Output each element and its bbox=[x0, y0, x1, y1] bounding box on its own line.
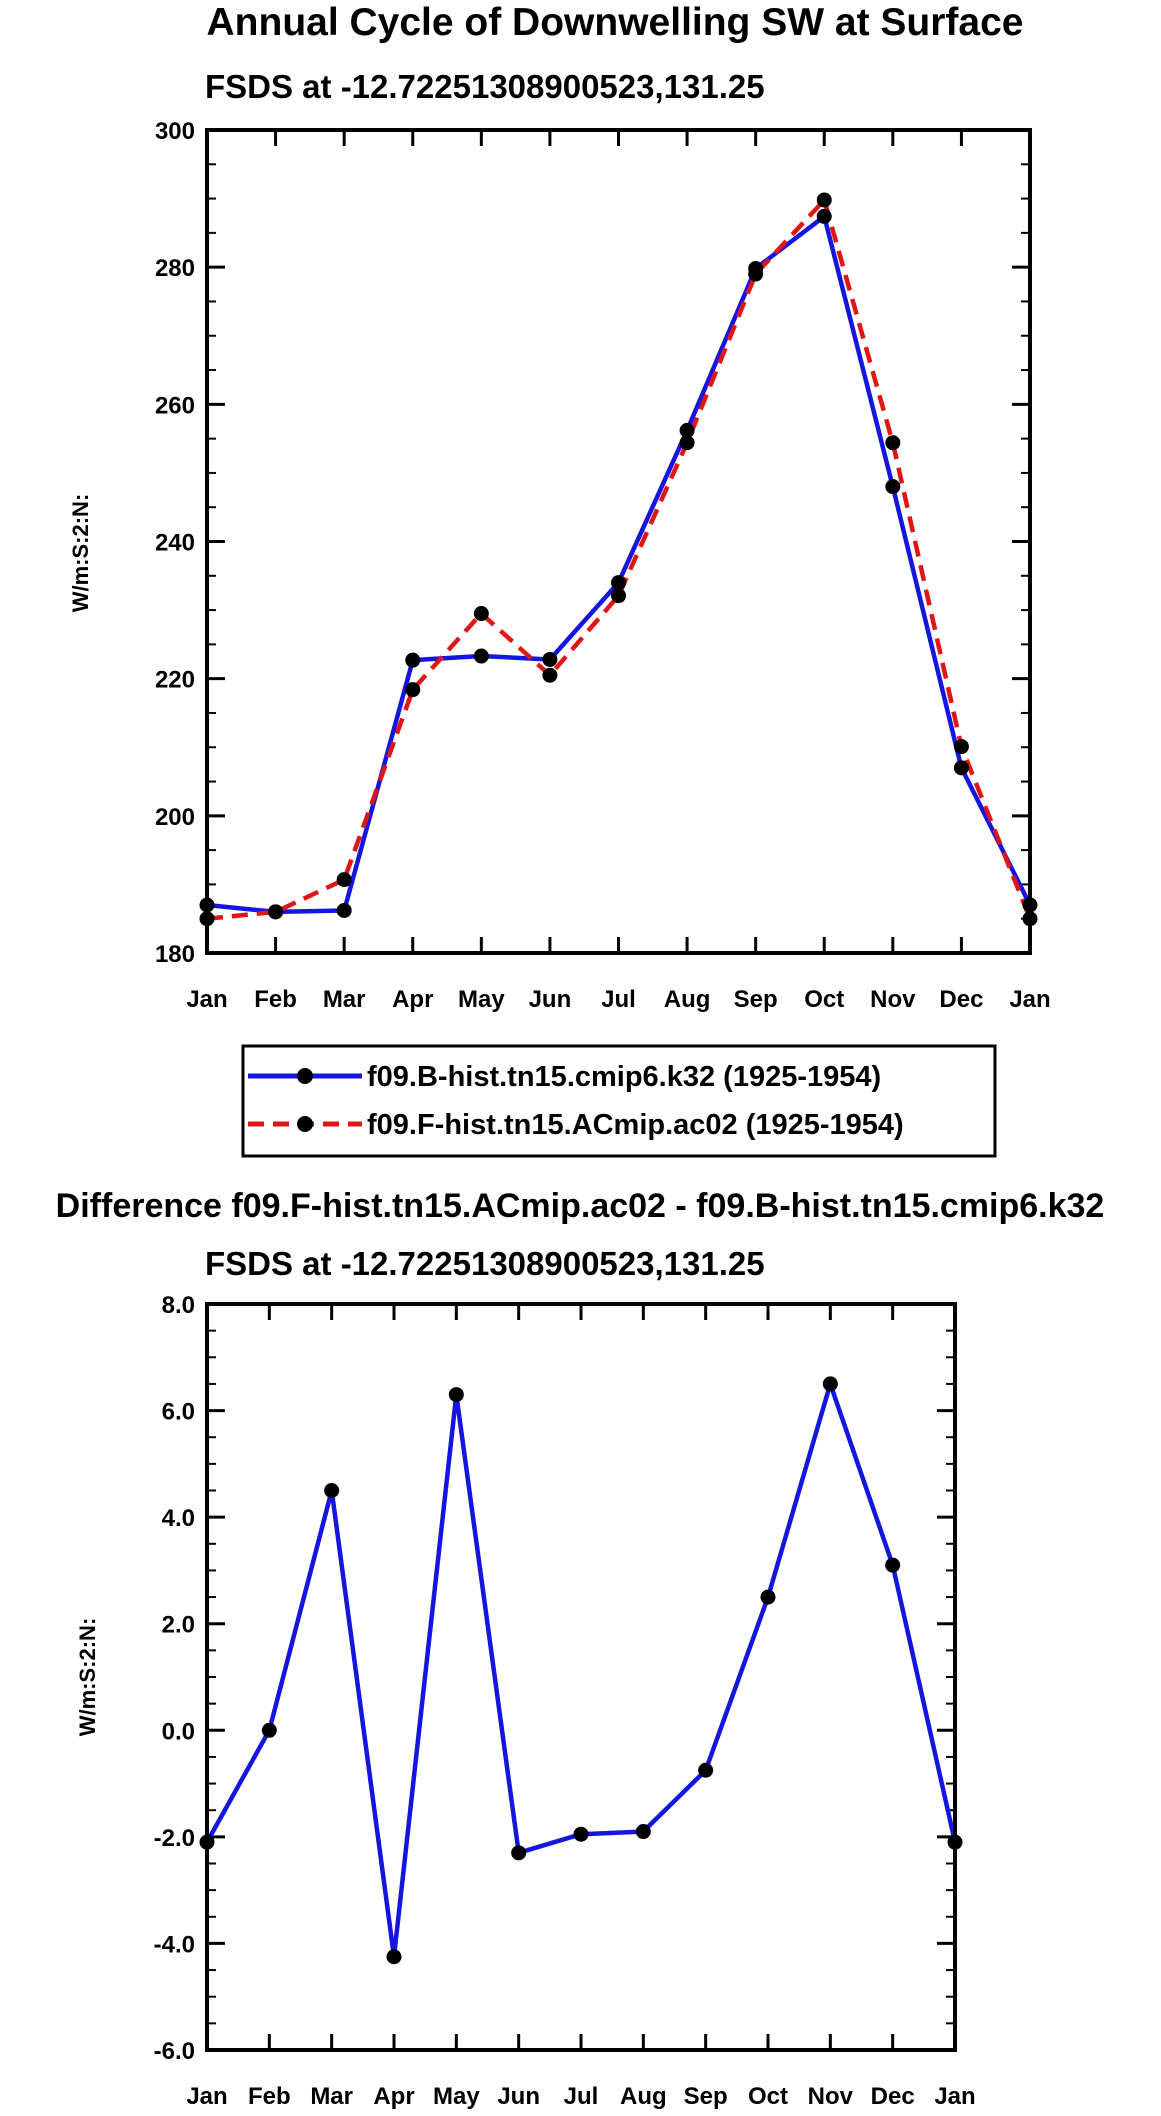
data-point-series-1 bbox=[885, 479, 901, 495]
chart2-plot-frame bbox=[205, 1302, 957, 2052]
data-point-series-1 bbox=[760, 1589, 776, 1605]
y-tick-label: 0.0 bbox=[162, 1718, 195, 1745]
x-tick-label: Nov bbox=[808, 2083, 854, 2110]
x-tick-label: Jun bbox=[497, 2083, 540, 2110]
y-tick-label: 300 bbox=[155, 118, 195, 145]
data-point-series-1 bbox=[386, 1949, 402, 1965]
legend-marker-series-2 bbox=[297, 1116, 313, 1132]
x-tick-label: Aug bbox=[664, 986, 711, 1013]
legend-label-series-1: f09.B-hist.tn15.cmip6.k32 (1925-1954) bbox=[367, 1061, 881, 1093]
series-line-1 bbox=[206, 214, 1033, 915]
x-tick-label: Jun bbox=[529, 986, 572, 1013]
x-tick-label: Dec bbox=[871, 2083, 915, 2110]
data-point-series-2 bbox=[336, 872, 352, 888]
x-tick-label: Jul bbox=[601, 986, 636, 1013]
data-point-series-1 bbox=[573, 1826, 589, 1842]
data-point-series-1 bbox=[679, 422, 695, 438]
series-line-1 bbox=[205, 1381, 958, 1960]
y-tick-label: 8.0 bbox=[162, 1292, 195, 1319]
y-tick-label: 260 bbox=[155, 392, 195, 419]
data-point-series-1 bbox=[336, 902, 352, 918]
data-point-series-1 bbox=[822, 1376, 838, 1392]
data-point-series-1 bbox=[473, 648, 489, 664]
x-tick-label: Nov bbox=[870, 986, 916, 1013]
x-tick-label: Jan bbox=[934, 2083, 975, 2110]
x-tick-label: Sep bbox=[734, 986, 778, 1013]
data-point-series-2 bbox=[268, 904, 284, 920]
legend-marker-series-1 bbox=[297, 1068, 313, 1084]
data-point-series-1 bbox=[324, 1483, 340, 1498]
data-point-series-2 bbox=[611, 588, 626, 604]
y-tick-label: 180 bbox=[155, 941, 195, 968]
y-tick-label: -6.0 bbox=[154, 2038, 195, 2065]
x-tick-label: Apr bbox=[392, 986, 433, 1013]
x-tick-label: May bbox=[458, 986, 505, 1013]
data-point-series-2 bbox=[473, 606, 489, 622]
x-tick-label: Aug bbox=[620, 2083, 667, 2110]
y-tick-label: 4.0 bbox=[162, 1505, 195, 1532]
chart1-legend: f09.B-hist.tn15.cmip6.k32 (1925-1954) f0… bbox=[241, 1044, 997, 1158]
data-point-series-2 bbox=[816, 192, 832, 208]
x-tick-label: Oct bbox=[804, 986, 844, 1013]
x-tick-label: Dec bbox=[939, 986, 983, 1013]
chart1-y-tick-labels: 180 200 220 240 260 280 300 bbox=[155, 118, 195, 968]
chart1-ylabel: W/m:S:2:N: bbox=[68, 494, 93, 613]
chart2-ylabel: W/m:S:2:N: bbox=[75, 1618, 100, 1737]
data-point-series-1 bbox=[885, 1557, 901, 1573]
data-point-series-1 bbox=[448, 1387, 464, 1403]
x-tick-label: Jan bbox=[186, 2083, 227, 2110]
data-point-series-1 bbox=[635, 1824, 651, 1840]
data-point-series-2 bbox=[953, 739, 969, 755]
chart2-series bbox=[199, 1376, 963, 1965]
chart2-y-tick-labels: -6.0 -4.0 -2.0 0.0 2.0 4.0 6.0 8.0 bbox=[154, 1292, 195, 2065]
y-tick-label: 6.0 bbox=[162, 1399, 195, 1426]
chart1-x-tick-labels: Jan Feb Mar Apr May Jun Jul Aug Sep Oct Nov Dec Jan bbox=[186, 986, 1050, 1013]
x-tick-label: Mar bbox=[323, 986, 366, 1013]
legend-box bbox=[241, 1044, 997, 1158]
x-tick-label: May bbox=[433, 2083, 480, 2110]
x-tick-label: Jul bbox=[564, 2083, 599, 2110]
chart1-subtitle: FSDS at -12.72251308900523,131.25 bbox=[205, 68, 765, 105]
x-tick-label: Apr bbox=[373, 2083, 414, 2110]
data-point-series-1 bbox=[405, 652, 421, 668]
data-point-series-1 bbox=[816, 208, 832, 224]
y-tick-label: 240 bbox=[155, 530, 195, 557]
x-tick-label: Oct bbox=[748, 2083, 788, 2110]
data-point-series-2 bbox=[405, 682, 421, 698]
x-tick-label: Sep bbox=[684, 2083, 728, 2110]
y-tick-label: 220 bbox=[155, 667, 195, 694]
chart2-subtitle: FSDS at -12.72251308900523,131.25 bbox=[205, 1245, 765, 1282]
data-point-series-1 bbox=[542, 651, 558, 667]
x-tick-label: Feb bbox=[254, 986, 297, 1013]
legend-label-series-2: f09.F-hist.tn15.ACmip.ac02 (1925-1954) bbox=[367, 1109, 904, 1141]
chart1-plot-frame bbox=[205, 128, 1032, 955]
x-tick-label: Feb bbox=[248, 2083, 291, 2110]
y-tick-label: 200 bbox=[155, 804, 195, 831]
chart2-title: Difference f09.F-hist.tn15.ACmip.ac02 - … bbox=[56, 1187, 1105, 1225]
data-point-series-1 bbox=[511, 1845, 527, 1861]
x-tick-label: Mar bbox=[310, 2083, 353, 2110]
y-tick-label: 280 bbox=[155, 255, 195, 282]
data-point-series-1 bbox=[698, 1762, 714, 1778]
x-tick-label: Jan bbox=[1009, 986, 1050, 1013]
y-tick-label: -4.0 bbox=[154, 1931, 195, 1958]
data-point-series-2 bbox=[542, 667, 558, 683]
data-point-series-1 bbox=[953, 760, 969, 776]
y-tick-label: 2.0 bbox=[162, 1612, 195, 1639]
data-point-series-1 bbox=[611, 575, 626, 591]
chart2-x-tick-labels: Jan Feb Mar Apr May Jun Jul Aug Sep Oct Nov Dec Jan bbox=[186, 2083, 975, 2110]
data-point-series-2 bbox=[748, 266, 764, 282]
data-point-series-2 bbox=[885, 435, 901, 451]
y-tick-label: -2.0 bbox=[154, 1825, 195, 1852]
series-line-2 bbox=[206, 197, 1033, 921]
data-point-series-1 bbox=[261, 1722, 277, 1738]
x-tick-label: Jan bbox=[186, 986, 227, 1013]
chart1-title: Annual Cycle of Downwelling SW at Surfac… bbox=[207, 1, 1024, 44]
data-point-series-2 bbox=[679, 435, 695, 451]
chart1-series bbox=[199, 192, 1038, 927]
